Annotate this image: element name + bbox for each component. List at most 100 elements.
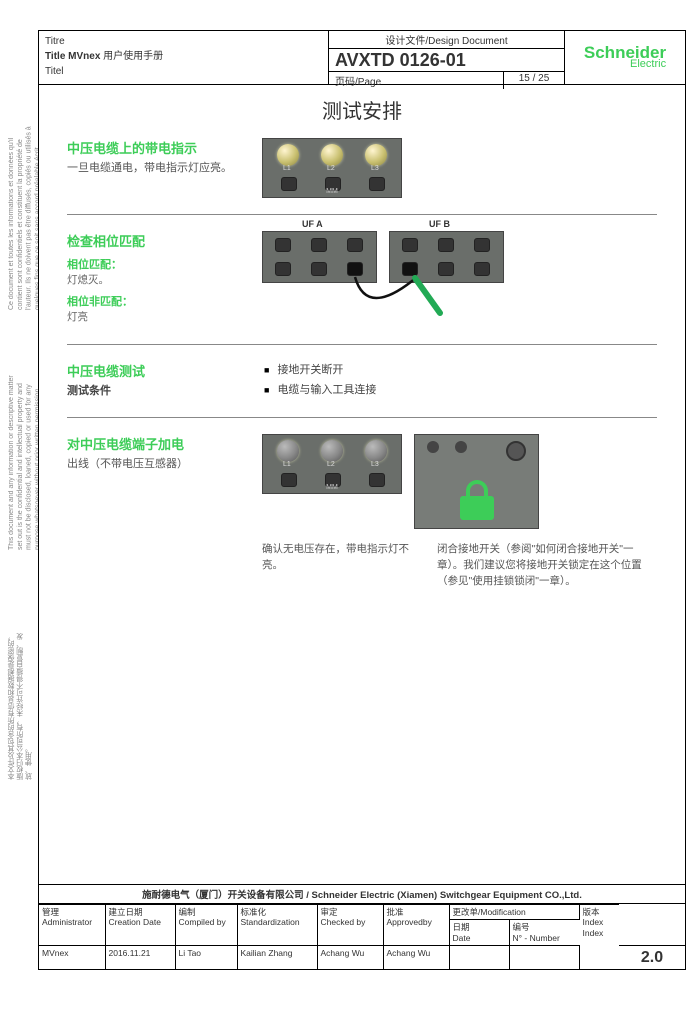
header-titel: Titel	[45, 64, 322, 79]
section-phase-match: 检查相位匹配 相位匹配： 灯熄灭。 相位非匹配： 灯亮 UF A	[67, 231, 657, 328]
es-ind-2	[455, 441, 467, 453]
page-number: 15 / 25	[504, 72, 564, 89]
s1-title: 中压电缆上的带电指示	[67, 138, 242, 157]
s4-cap2: 闭合接地开关（参阅"如何闭合接地开关"一章）。我们建议您将接地开关锁定在这个位置…	[437, 541, 657, 590]
s3-item-2: 电缆与输入工具连接	[264, 381, 376, 401]
fv-chk: Achang Wu	[317, 945, 383, 969]
indicator-panel-lit: L1 L2 L3 MM	[262, 138, 402, 198]
panel-ufa	[262, 231, 377, 283]
fv-appr: Achang Wu	[383, 945, 449, 969]
ufa-b1	[275, 262, 291, 276]
ufa-label: UF A	[302, 219, 323, 229]
port-3	[369, 177, 385, 191]
fh-admin: 管理 Administrator	[39, 905, 105, 946]
off-lbl-l3: L3	[371, 461, 379, 468]
s4-body: 出线（不带电压互感器）	[67, 456, 242, 473]
fh-mod: 更改单/Modification	[449, 905, 579, 920]
fv-comp: Li Tao	[175, 945, 237, 969]
ufb-label: UF B	[429, 219, 450, 229]
s4-cap1: 确认无电压存在，带电指示灯不亮。	[262, 541, 412, 590]
fh-mod-num: 编号 N° - Number	[509, 920, 579, 945]
fh-mod-date: 日期 Date	[449, 920, 509, 945]
s2-match-txt: 灯熄灭。	[67, 272, 242, 287]
es-selector	[506, 441, 526, 461]
fv-ver: 2.0	[619, 945, 685, 969]
s2-title: 检查相位匹配	[67, 231, 242, 250]
s4-title: 对中压电缆端子加电	[67, 434, 242, 453]
padlock-icon	[460, 480, 494, 520]
side-text-fr: Ce document et toutes les informations e…	[8, 120, 34, 310]
s3-cond: 测试条件	[67, 383, 242, 400]
es-ind-1	[427, 441, 439, 453]
ufb-b3	[474, 262, 490, 276]
section-live-indication: 中压电缆上的带电指示 一旦电缆通电，带电指示灯应亮。 L1 L2 L3 MM	[67, 138, 657, 198]
ufa-plug	[347, 262, 363, 276]
ufb-p3	[474, 238, 490, 252]
lbl-l2: L2	[327, 165, 335, 172]
test-probe	[410, 273, 450, 318]
side-text-cn: 本文件及其包含的所有信息和数据都是保密的，版权归本公司所有，未经许可不得擅自复制…	[8, 630, 34, 780]
page-title: 测试安排	[39, 85, 685, 138]
fh-ver: 版本 Index Index	[579, 905, 619, 969]
off-lbl-l1: L1	[283, 461, 291, 468]
header-titre: Titre	[45, 34, 322, 49]
fh-chk: 审定 Checked by	[317, 905, 383, 946]
lamp-off-3	[365, 440, 387, 462]
fv-admin: MVnex	[39, 945, 105, 969]
divider-2	[67, 344, 657, 345]
header-title: Title MVnex 用户使用手册	[45, 49, 322, 64]
ufa-p2	[311, 238, 327, 252]
footer: 施耐德电气（厦门）开关设备有限公司 / Schneider Electric (…	[39, 884, 685, 969]
fv-mod-date	[449, 945, 509, 969]
ufa-p3	[347, 238, 363, 252]
s3-list: 接地开关断开 电缆与输入工具连接	[262, 361, 376, 401]
brand-logo: SchneiderElectric	[565, 31, 685, 84]
header-docinfo: 设计文件/Design Document AVXTD 0126-01 页码/Pa…	[329, 31, 565, 84]
divider-1	[67, 214, 657, 215]
side-text-en: This document and any information or des…	[8, 370, 34, 550]
fv-cdate: 2016.11.21	[105, 945, 175, 969]
doc-number: AVXTD 0126-01	[329, 49, 564, 72]
off-mm: MM	[326, 484, 338, 491]
fv-mod-num	[509, 945, 579, 969]
port-1	[281, 177, 297, 191]
off-port-1	[281, 473, 297, 487]
lamp-off-1	[277, 440, 299, 462]
fh-cdate: 建立日期 Creation Date	[105, 905, 175, 946]
off-lbl-l2: L2	[327, 461, 335, 468]
design-doc-label: 设计文件/Design Document	[329, 31, 564, 49]
fv-std: Kailian Zhang	[237, 945, 317, 969]
fh-comp: 编制 Compiled by	[175, 905, 237, 946]
s2-nomatch-txt: 灯亮	[67, 309, 242, 324]
lamp-l2	[321, 144, 343, 166]
header: Titre Title MVnex 用户使用手册 Titel 设计文件/Desi…	[39, 31, 685, 85]
section-cable-test: 中压电缆测试 测试条件 接地开关断开 电缆与输入工具连接	[67, 361, 657, 401]
page-label: 页码/Page	[329, 72, 504, 89]
page-frame: Titre Title MVnex 用户使用手册 Titel 设计文件/Desi…	[38, 30, 686, 970]
lamp-off-2	[321, 440, 343, 462]
ufa-b2	[311, 262, 327, 276]
s3-title: 中压电缆测试	[67, 361, 242, 380]
fh-std: 标准化 Standardization	[237, 905, 317, 946]
fh-appr: 批准 Approvedby	[383, 905, 449, 946]
header-title-block: Titre Title MVnex 用户使用手册 Titel	[39, 31, 329, 84]
lbl-l3: L3	[371, 165, 379, 172]
ufb-p1	[402, 238, 418, 252]
ufa-p1	[275, 238, 291, 252]
divider-3	[67, 417, 657, 418]
indicator-panel-off: L1 L2 L3 MM	[262, 434, 402, 494]
section-energize: 对中压电缆端子加电 出线（不带电压互感器） L1 L2 L3 MM	[67, 434, 657, 590]
mm-label: MM	[326, 188, 338, 195]
footer-table: 管理 Administrator 建立日期 Creation Date 编制 C…	[39, 904, 685, 969]
s3-item-1: 接地开关断开	[264, 361, 376, 381]
earthing-switch-panel	[414, 434, 539, 529]
lbl-l1: L1	[283, 165, 291, 172]
lamp-l3	[365, 144, 387, 166]
ufb-p2	[438, 238, 454, 252]
lamp-l1	[277, 144, 299, 166]
footer-company: 施耐德电气（厦门）开关设备有限公司 / Schneider Electric (…	[39, 885, 685, 904]
s2-match-lbl: 相位匹配：	[67, 256, 242, 272]
s1-body: 一旦电缆通电，带电指示灯应亮。	[67, 160, 242, 177]
off-port-3	[369, 473, 385, 487]
s2-nomatch-lbl: 相位非匹配：	[67, 293, 242, 309]
